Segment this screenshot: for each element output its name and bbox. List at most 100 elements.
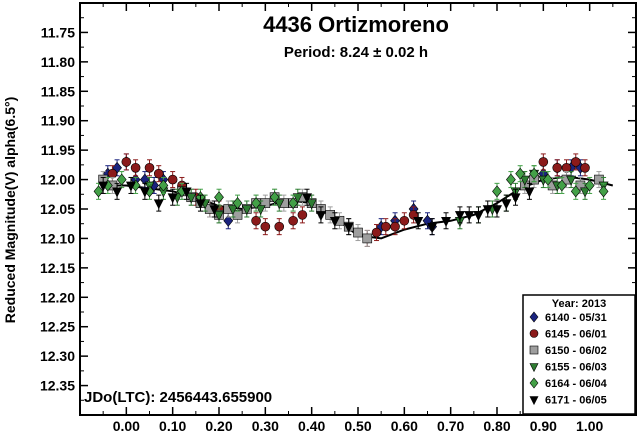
x-tick-label: 1.00 [576, 418, 603, 434]
data-point-1 [390, 221, 400, 232]
y-tick-label: 12.10 [40, 230, 75, 246]
x-tick-label: 0.50 [344, 418, 371, 434]
x-tick-label: 0.20 [205, 418, 232, 434]
data-point-1 [297, 210, 308, 220]
data-point-5 [413, 216, 424, 227]
legend-marker [529, 363, 539, 373]
data-point-1 [153, 168, 164, 179]
data-point-5 [464, 211, 475, 222]
legend-label: 6145 - 06/01 [545, 329, 607, 341]
data-point-4 [543, 173, 553, 186]
legend-label: 6164 - 06/04 [545, 378, 608, 390]
data-point-4 [251, 197, 261, 210]
x-tick-label: 0.00 [113, 418, 140, 434]
data-point-3 [186, 193, 197, 204]
y-axis-label: Reduced Magnitude(V) alpha(6.5°) [2, 97, 18, 324]
data-point-4 [214, 191, 224, 204]
data-point-4 [232, 197, 243, 210]
data-point-5 [195, 199, 206, 210]
y-tick-label: 12.20 [40, 289, 75, 305]
legend-label: 6140 - 05/31 [545, 312, 607, 324]
legend-marker [529, 311, 539, 323]
data-point-5 [427, 222, 438, 233]
data-point-4 [269, 191, 280, 204]
data-point-5 [473, 211, 484, 222]
legend-title: Year: 2013 [552, 298, 606, 310]
y-tick-label: 11.75 [41, 24, 75, 40]
data-point-3 [292, 193, 303, 204]
data-point-3 [274, 199, 285, 210]
data-point-3 [214, 211, 224, 222]
y-tick-label: 12.00 [40, 172, 75, 188]
data-point-3 [519, 175, 530, 186]
data-point-5 [441, 216, 452, 227]
data-point-5 [343, 222, 354, 233]
data-point-5 [302, 193, 313, 204]
x-tick-label: 0.80 [483, 418, 510, 434]
data-point-5 [181, 187, 192, 198]
legend-marker [529, 345, 539, 355]
legend-label: 6150 - 06/02 [545, 345, 607, 357]
y-tick-label: 11.90 [41, 113, 75, 129]
data-point-5 [482, 205, 493, 216]
data-point-3 [227, 205, 238, 216]
data-point-2 [362, 233, 373, 244]
data-point-3 [566, 175, 577, 186]
data-point-3 [255, 205, 266, 216]
x-tick-label: 0.60 [391, 418, 418, 434]
data-point-5 [510, 193, 521, 204]
data-point-1 [251, 215, 261, 226]
data-point-1 [121, 157, 132, 167]
data-point-4 [598, 185, 609, 198]
data-point-0 [223, 214, 234, 227]
data-point-1 [260, 221, 271, 232]
data-point-4 [116, 173, 127, 186]
data-point-5 [125, 181, 136, 192]
x-tick-label: 0.10 [159, 418, 186, 434]
data-point-4 [556, 179, 567, 192]
data-point-1 [288, 215, 298, 226]
legend-marker [529, 396, 539, 406]
data-point-1 [580, 163, 590, 173]
y-tick-label: 12.30 [40, 348, 75, 364]
y-tick-label: 12.35 [40, 378, 75, 394]
data-point-2 [353, 227, 363, 238]
y-tick-label: 11.85 [41, 83, 75, 99]
x-tick-label: 0.90 [530, 418, 557, 434]
data-point-3 [306, 199, 317, 210]
data-point-5 [501, 199, 512, 210]
legend-box [522, 294, 636, 415]
data-point-4 [584, 179, 595, 192]
x-tick-label: 0.40 [298, 418, 325, 434]
data-point-5 [112, 187, 123, 198]
data-point-1 [380, 221, 391, 232]
data-point-1 [167, 174, 178, 185]
data-point-5 [524, 187, 535, 198]
data-point-4 [529, 167, 539, 180]
chart-title: 4436 Ortizmoreno [263, 12, 449, 37]
legend-marker [529, 329, 539, 338]
data-point-3 [241, 205, 252, 216]
x-tick-label: 0.70 [437, 418, 464, 434]
data-point-5 [492, 205, 502, 216]
data-point-5 [454, 211, 465, 222]
data-point-4 [288, 197, 299, 210]
y-tick-label: 11.95 [41, 142, 75, 158]
data-point-1 [144, 163, 155, 173]
data-point-5 [139, 187, 150, 198]
data-points [93, 153, 609, 247]
data-point-1 [130, 163, 141, 173]
legend: Year: 2013 6140 - 05/31 6145 - 06/01 6150 … [522, 294, 636, 415]
data-point-4 [158, 179, 169, 192]
data-point-1 [570, 157, 581, 167]
legend-marker [529, 377, 539, 389]
data-point-4 [570, 185, 581, 198]
y-tick-label: 12.25 [40, 319, 75, 335]
data-point-4 [515, 167, 526, 180]
data-point-5 [315, 211, 326, 222]
data-point-5 [98, 181, 109, 192]
legend-label: 6155 - 06/03 [545, 362, 607, 374]
data-point-1 [107, 168, 118, 179]
chart-subtitle: Period: 8.24 ± 0.02 h [284, 44, 428, 61]
